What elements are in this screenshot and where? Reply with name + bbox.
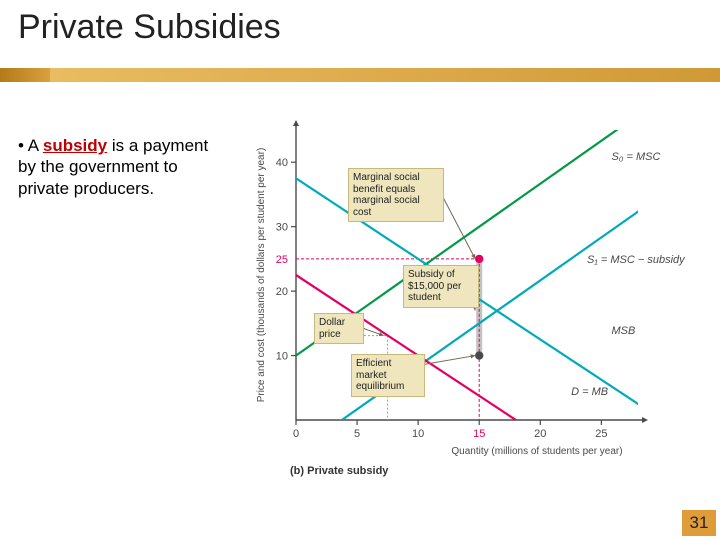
svg-text:15: 15 [473,428,485,440]
note-eff_eq: Efficient market equilibrium [351,354,425,397]
svg-text:10: 10 [412,428,424,440]
title-bar: Private Subsidies [0,0,720,94]
page-number: 31 [682,510,716,536]
svg-text:S₁ = MSC − subsidy: S₁ = MSC − subsidy [587,254,686,266]
svg-text:25: 25 [595,428,607,440]
svg-text:25: 25 [276,254,288,266]
svg-text:MSB: MSB [611,325,635,337]
svg-text:0: 0 [293,428,299,440]
chart-area: 10 20 30 40 25 0 5 10 15 20 25 S₀ = MSC MSB S₁ = MSC … [248,120,700,490]
svg-text:S₀ = MSC: S₀ = MSC [611,151,660,163]
title-accent-right [50,68,720,82]
note-dollar_price: Dollar price [314,313,364,344]
svg-text:20: 20 [534,428,546,440]
svg-text:20: 20 [276,286,288,298]
title-accent-left [0,68,50,82]
slide: Private Subsidies • A subsidy is a payme… [0,0,720,540]
svg-text:Quantity (millions of students: Quantity (millions of students per year) [451,446,622,457]
svg-text:Price and cost (thousands of d: Price and cost (thousands of dollars per… [256,148,267,403]
svg-text:D = MB: D = MB [571,386,608,398]
svg-text:10: 10 [276,351,288,363]
slide-title: Private Subsidies [18,8,720,47]
body-highlight: subsidy [43,136,107,155]
svg-text:30: 30 [276,222,288,234]
svg-text:5: 5 [354,428,360,440]
note-subsidy_amt: Subsidy of $15,000 per student [403,265,479,308]
body-prefix: • A [18,136,43,155]
body-text: • A subsidy is a payment by the governme… [18,135,228,199]
svg-text:(b) Private subsidy: (b) Private subsidy [290,465,389,477]
svg-text:40: 40 [276,157,288,169]
note-msb_eq_msc: Marginal social benefit equals marginal … [348,168,444,222]
